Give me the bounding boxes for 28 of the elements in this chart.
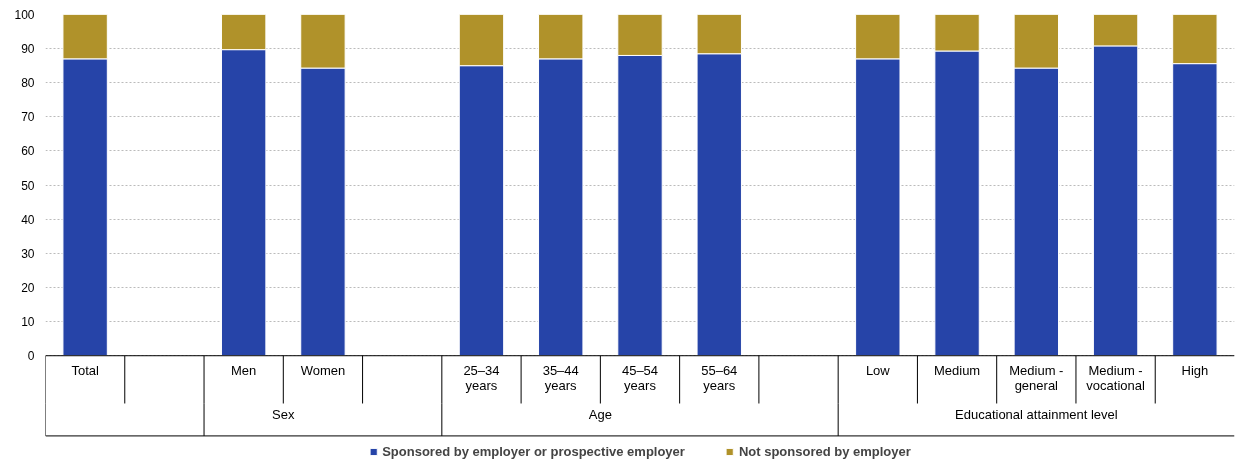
x-tick-label: Total: [71, 362, 99, 378]
x-tick-label: High: [1181, 362, 1209, 378]
text: Age: [588, 406, 612, 422]
x-tick-label: 45–54 years: [621, 362, 659, 393]
y-tick-label: 0: [27, 349, 35, 364]
legend-label: Sponsored by employer or prospective employer: [382, 444, 685, 459]
y-tick-label: 70: [21, 110, 35, 125]
y-tick-label: 90: [21, 42, 35, 57]
y-tick-label: 20: [21, 280, 35, 295]
y-tick-label: 100: [14, 8, 35, 22]
y-tick-label: 30: [21, 246, 35, 261]
x-tick-label: 25–34 years: [463, 362, 500, 393]
x-tick-label: Women: [300, 362, 346, 378]
x-tick-label: Medium - vocational: [1086, 362, 1145, 393]
text: Educational attainment level: [955, 406, 1118, 422]
y-tick-label: 50: [21, 178, 35, 193]
legend-label: Not sponsored by employer: [738, 444, 911, 459]
y-tick-label: 60: [21, 144, 35, 159]
y-tick-label: 10: [21, 315, 35, 330]
y-tick-label: 80: [21, 76, 35, 91]
y-tick-label: 40: [21, 212, 35, 227]
text: Sex: [272, 406, 295, 422]
x-tick-label: 35–44 years: [542, 362, 579, 393]
x-tick-label: Low: [865, 362, 891, 378]
x-tick-label: Medium: [933, 362, 981, 378]
x-tick-label: Medium - general: [1009, 362, 1064, 393]
x-tick-label: Men: [231, 362, 257, 378]
x-tick-label: 55–64 years: [701, 362, 738, 393]
